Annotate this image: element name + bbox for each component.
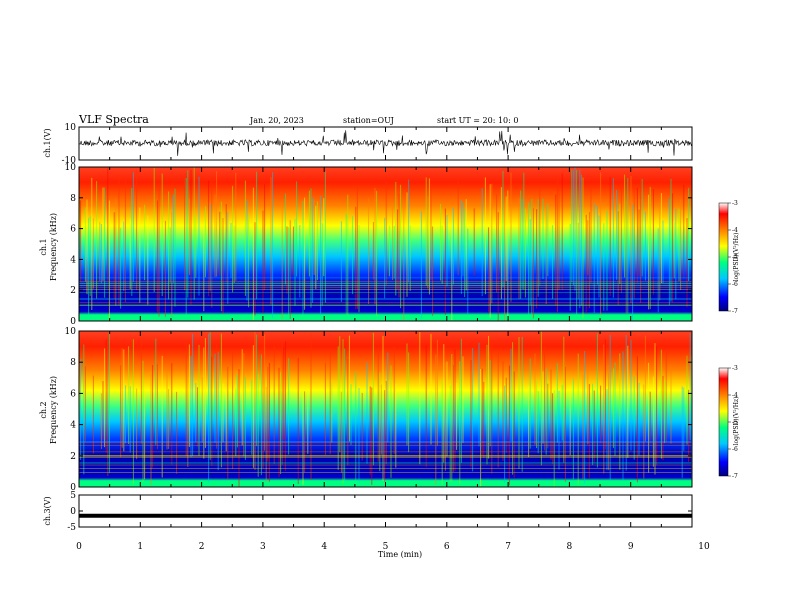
x-tick-label: 9 <box>628 542 634 552</box>
ch2-spectrogram-ytick-label: 4 <box>70 421 76 431</box>
ch1-freq-ylabel: Frequency (kHz) <box>49 213 58 281</box>
ch1-ylabel: ch.1 <box>39 238 48 255</box>
colorbar-ch1: -3 -4 -5 -6 -7 <box>718 200 738 315</box>
x-tick-label: 2 <box>199 542 205 552</box>
x-tick-label: 8 <box>567 542 573 552</box>
ch2-spectrogram-ytick-label: 10 <box>65 327 77 337</box>
ch3-waveform-ytick-label: -5 <box>67 523 76 533</box>
colorbar-ch1-tick-label: -4 <box>732 227 738 234</box>
ch2-ylabel: ch.2 <box>39 401 48 418</box>
x-tick-label: 5 <box>383 542 389 552</box>
ch1-spectrogram-background <box>79 167 692 321</box>
ch1-waveform-ylabel: ch.1(V) <box>43 128 52 157</box>
ch1-spectrogram-ytick-label: 6 <box>70 225 76 235</box>
ch1-spectrogram-panel: 10 8 6 4 2 0 <box>65 163 693 327</box>
ch2-spectrogram-ytick-label: 0 <box>70 483 76 493</box>
colorbar-ch2-tick-label: -5 <box>732 419 738 426</box>
x-tick-label: 3 <box>260 542 266 552</box>
ch1-waveform-panel: 10 -10 <box>62 123 693 166</box>
header-start: start UT = 20: 10: 0 <box>437 116 518 125</box>
ch1-spectrogram-ytick-label: 4 <box>70 255 76 265</box>
colorbar-ch2-tick-label: -7 <box>732 473 738 480</box>
x-tick-label: 0 <box>76 542 82 552</box>
x-tick-label: 10 <box>698 542 710 552</box>
ch2-spectrogram-background <box>79 331 692 487</box>
ch1-waveform-ytick-label: 10 <box>65 123 77 133</box>
x-axis-label: Time (min) <box>378 550 422 559</box>
colorbar-ch2-tick-label: -4 <box>732 392 738 399</box>
colorbar-ch2-tick-label: -6 <box>732 446 738 453</box>
x-tick-label: 1 <box>137 542 143 552</box>
x-tick-label: 7 <box>505 542 511 552</box>
ch1-spectrogram-ytick-label: 2 <box>70 286 76 296</box>
ch1-waveform-ytick-label: -10 <box>62 156 77 166</box>
colorbar-ch1-tick-label: -6 <box>732 281 738 288</box>
ch2-spectrogram-ytick-label: 2 <box>70 452 76 462</box>
ch2-spectrogram-ytick-label: 6 <box>70 389 76 399</box>
x-tick-label: 4 <box>321 542 327 552</box>
colorbar-ch1-tick-label: -7 <box>732 308 738 315</box>
colorbar-ch2: -3 -4 -5 -6 -7 <box>718 365 738 480</box>
ch1-waveform-trace <box>78 130 692 156</box>
header-date: Jan. 20, 2023 <box>249 116 304 125</box>
time-axis: 0 1 2 3 4 5 6 7 8 9 10 <box>76 542 710 552</box>
ch3-waveform-ytick-label: 5 <box>70 491 76 501</box>
colorbar-ch1-scale <box>718 202 729 312</box>
colorbar-ch2-label: log(PSD)(V²/Hz) <box>733 397 740 446</box>
ch1-spectrogram-ytick-label: 10 <box>65 163 77 173</box>
ch3-waveform-ytick-label: 0 <box>70 507 76 517</box>
ch3-waveform-panel: 5 0 -5 <box>67 491 693 533</box>
header-station: station=OUJ <box>343 116 394 125</box>
ch2-spectrogram-panel: 10 8 6 4 2 0 <box>65 327 693 493</box>
ch2-freq-ylabel: Frequency (kHz) <box>49 376 58 444</box>
colorbar-ch2-tick-label: -3 <box>732 365 738 372</box>
x-tick-label: 6 <box>444 542 450 552</box>
ch3-waveform-ylabel: ch.3(V) <box>43 496 52 525</box>
colorbar-ch2-scale <box>718 367 729 477</box>
ch1-spectrogram-ytick-label: 0 <box>70 317 76 327</box>
ch2-spectrogram-ytick-label: 8 <box>70 358 76 368</box>
colorbar-ch1-tick-label: -5 <box>732 254 738 261</box>
colorbar-ch1-tick-label: -3 <box>732 200 738 207</box>
colorbar-ch1-label: log(PSD)(V²/Hz) <box>733 233 740 282</box>
ch1-spectrogram-ytick-label: 8 <box>70 194 76 204</box>
figure-title: VLF Spectra <box>78 113 149 126</box>
